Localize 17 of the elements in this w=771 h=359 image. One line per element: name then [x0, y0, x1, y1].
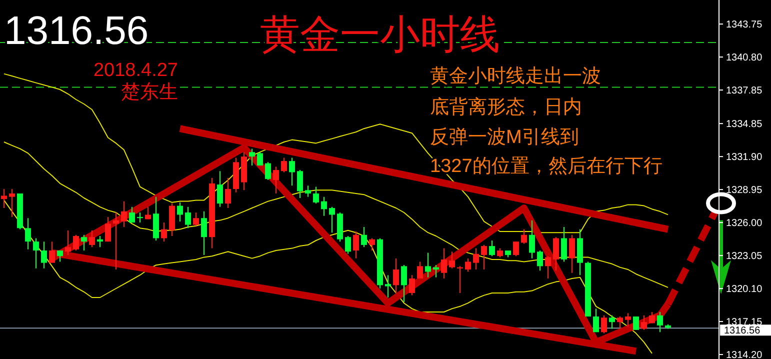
annotation: 黄金小时线走出一波 — [430, 66, 601, 87]
y-tick-label: 1320.10 — [726, 284, 763, 296]
y-tick-label: 1337.85 — [726, 86, 763, 97]
annotation: 反弹一波M引线到 — [430, 127, 579, 148]
y-tick-label: 1334.85 — [726, 119, 763, 130]
y-tick-label: 1323.05 — [726, 251, 763, 262]
ref-line-label: 1316.56 — [724, 326, 761, 337]
y-tick-label: 1340.80 — [726, 52, 763, 64]
annotation: 2018.4.27 — [93, 60, 178, 81]
y-tick-label: 1328.95 — [726, 185, 763, 196]
annotation: 1316.56 — [4, 9, 149, 53]
annotation: 底背离形态，日内 — [430, 96, 582, 118]
y-tick-label: 1331.90 — [726, 152, 763, 164]
y-tick-label: 1314.20 — [726, 350, 763, 359]
y-tick-label: 1326.00 — [726, 218, 763, 230]
y-tick-label: 1343.75 — [726, 20, 763, 31]
annotation: 楚东生 — [121, 82, 178, 103]
